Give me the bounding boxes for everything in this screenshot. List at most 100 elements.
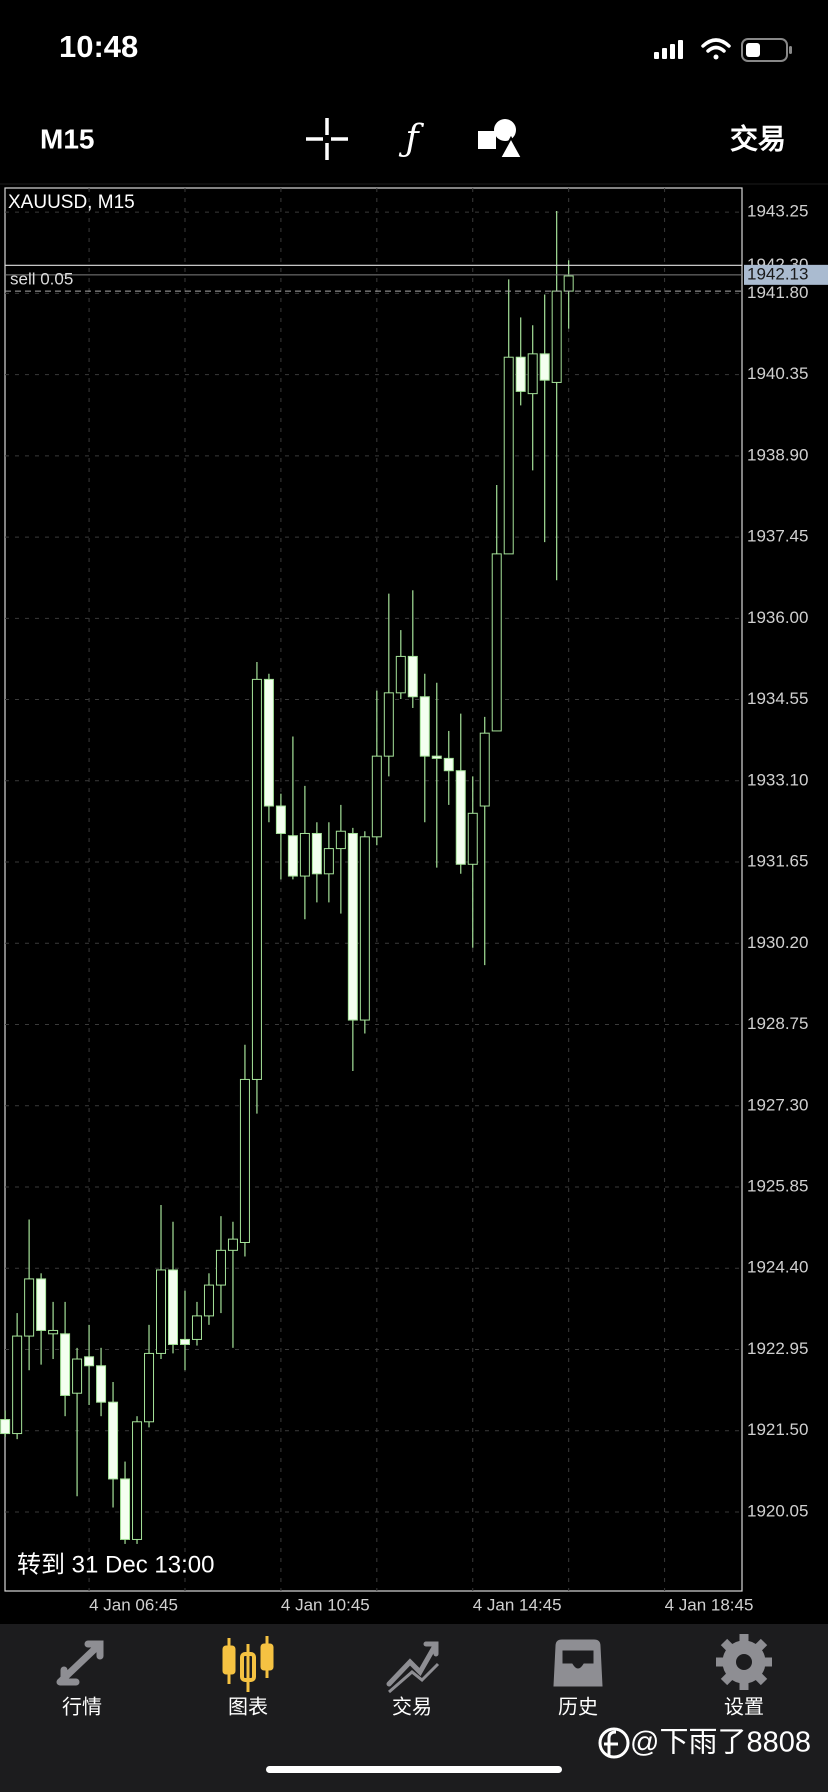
home-indicator [266,1766,562,1773]
y-tick-label: 1931.65 [747,852,808,871]
candle-body [383,692,394,757]
y-tick-label: 1924.40 [747,1258,808,1277]
candle-body [347,832,358,1021]
y-tick-label: 1940.35 [747,364,808,383]
candle-body [407,655,418,698]
tab-bar [0,1624,828,1792]
y-tick-label: 1927.30 [747,1095,808,1114]
y-tick-label: 1936.00 [747,608,808,627]
candle-body [539,353,550,381]
candle-body [203,1284,214,1317]
candle-body [215,1249,226,1286]
y-tick-label: 1933.10 [747,770,808,789]
candle-body [96,1365,107,1403]
grid [5,188,742,1591]
candle-body [60,1333,71,1396]
candle-body [191,1315,202,1340]
status-time: 10:48 [59,29,138,64]
y-tick-label: 1928.75 [747,1014,808,1033]
crosshair-button[interactable] [306,118,348,160]
candle-body [359,836,370,1021]
goto-button[interactable]: 转到 31 Dec 13:00 [17,1551,214,1578]
chart-title: XAUUSD, M15 [8,192,135,213]
watermark-logo [598,1727,630,1759]
order-label: sell 0.05 [10,270,73,289]
y-tick-label: 1920.05 [747,1501,808,1520]
tab-label[interactable]: 交易 [392,1695,432,1718]
trade-button[interactable]: 交易 [730,122,786,154]
x-tick-label: 4 Jan 10:45 [281,1595,370,1614]
candle-body [323,848,334,875]
signal-icon [654,40,683,59]
candle-body [120,1478,131,1540]
y-tick-label: 1941.80 [747,283,808,302]
candle-body [36,1278,47,1331]
candle-body [24,1278,35,1337]
y-tick-label: 1934.55 [747,689,808,708]
settings-icon[interactable] [716,1634,772,1690]
y-tick-label: 1925.85 [747,1177,808,1196]
candle-body [479,732,490,807]
candle-body [431,755,442,759]
markets-icon[interactable] [56,1640,104,1686]
candle-body [132,1421,143,1540]
trade-icon[interactable] [386,1641,440,1694]
candle-body [251,678,262,1080]
candle-body [371,755,382,838]
indicators-button[interactable]: ƒ [398,118,424,159]
objects-button[interactable] [478,119,524,159]
y-tick-label: 1921.50 [747,1420,808,1439]
x-tick-label: 4 Jan 06:45 [89,1595,178,1614]
candle-body [239,1078,250,1243]
tab-label[interactable]: 行情 [62,1695,102,1718]
chart-icon[interactable] [222,1636,274,1692]
bid-label: 1942.13 [747,264,808,283]
candle-body [275,805,286,834]
y-tick-label: 1937.45 [747,527,808,546]
candle-body [12,1335,23,1435]
tab-label[interactable]: 历史 [558,1695,598,1718]
candle-body [48,1329,59,1335]
tab-label[interactable]: 设置 [724,1695,764,1718]
candle-body [551,290,562,383]
candle-body [108,1401,119,1480]
candle-body [503,356,514,555]
candle-body [311,832,322,875]
chart-frame [4,187,743,1592]
candle-body [419,696,430,757]
candle-body [335,830,346,850]
candle-body [299,832,310,877]
candle-body [287,835,298,877]
candle-body [467,812,478,865]
y-tick-label: 1930.20 [747,933,808,952]
candle-body [72,1358,83,1394]
candle-body [227,1238,238,1251]
candle-body [527,353,538,395]
wifi-icon [701,38,731,60]
candle-body [84,1356,95,1367]
candle-body [491,553,502,732]
candle-body [168,1269,178,1345]
candle-body [179,1338,190,1345]
bid-label-box [744,264,828,285]
plot [0,210,742,1544]
candle-body [144,1352,155,1423]
battery-icon [741,38,792,62]
y-tick-label: 1943.25 [747,202,808,221]
tab-label[interactable]: 图表 [228,1695,268,1718]
y-tick-label: 1938.90 [747,445,808,464]
watermark: @下雨了8808 [630,1727,811,1759]
candle-body [263,678,274,807]
candle-body [563,275,574,292]
candle-body [395,655,406,694]
history-icon[interactable] [553,1639,603,1687]
x-tick-label: 4 Jan 14:45 [473,1595,562,1614]
candle-body [0,1419,11,1435]
y-tick-label: 1922.95 [747,1339,808,1358]
timeframe-button[interactable]: M15 [40,123,94,154]
x-tick-label: 4 Jan 18:45 [665,1595,754,1614]
candle-body [156,1269,167,1354]
candle-body [515,356,526,392]
